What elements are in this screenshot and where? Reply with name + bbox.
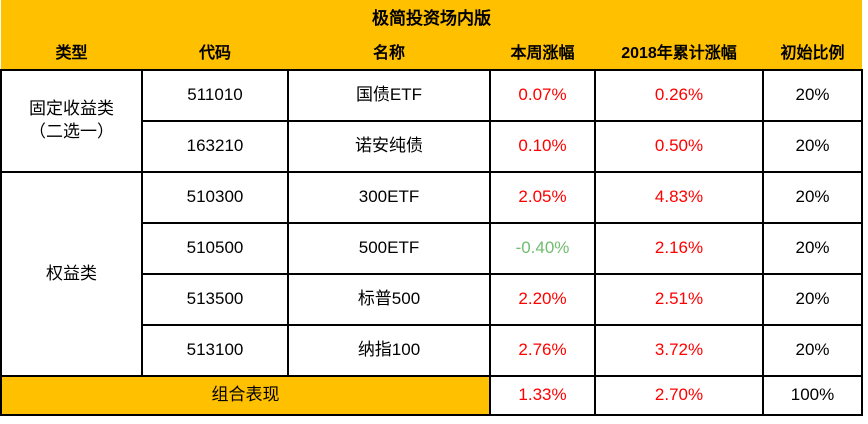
- portfolio-week-change-cell: 1.33%: [489, 375, 596, 416]
- code-cell: 513500: [141, 273, 289, 326]
- table-row: 513100 纳指100 2.76% 3.72% 20%: [1, 324, 864, 377]
- portfolio-ratio-cell: 100%: [761, 375, 864, 416]
- ratio-cell: 20%: [761, 171, 864, 224]
- column-header-name: 名称: [288, 38, 490, 70]
- table-title: 极简投资场内版: [1, 0, 863, 38]
- group-cell-equity: 权益类: [0, 171, 143, 377]
- name-cell: 标普500: [287, 273, 491, 326]
- column-header-week-change: 本周涨幅: [490, 38, 595, 70]
- week-change-cell: -0.40%: [489, 222, 596, 275]
- name-cell: 300ETF: [287, 171, 491, 224]
- group-cell-fixed-income: 固定收益类 （二选一）: [0, 69, 143, 173]
- week-change-cell: 0.07%: [489, 69, 596, 122]
- name-cell: 纳指100: [287, 324, 491, 377]
- ratio-cell: 20%: [761, 120, 864, 173]
- portfolio-summary-row: 组合表现 1.33% 2.70% 100%: [0, 375, 864, 416]
- ratio-cell: 20%: [761, 69, 864, 122]
- ytd-change-cell: 0.26%: [594, 69, 764, 122]
- code-cell: 163210: [141, 120, 289, 173]
- name-cell: 诺安纯债: [287, 120, 491, 173]
- table-row: 163210 诺安纯债 0.10% 0.50% 20%: [1, 120, 864, 173]
- table-row: 513500 标普500 2.20% 2.51% 20%: [1, 273, 864, 326]
- code-cell: 510300: [141, 171, 289, 224]
- column-header-type: 类型: [1, 38, 142, 70]
- week-change-cell: 2.05%: [489, 171, 596, 224]
- column-header-row: 类型 代码 名称 本周涨幅 2018年累计涨幅 初始比例: [1, 38, 863, 70]
- table-row: 固定收益类 （二选一） 511010 国债ETF 0.07% 0.26% 20%: [0, 69, 864, 173]
- code-cell: 510500: [141, 222, 289, 275]
- ratio-cell: 20%: [761, 222, 864, 275]
- title-row: 极简投资场内版: [1, 0, 863, 38]
- name-cell: 国债ETF: [287, 69, 491, 122]
- name-cell: 500ETF: [287, 222, 491, 275]
- ytd-change-cell: 0.50%: [594, 120, 764, 173]
- table-row: 权益类 510300 300ETF 2.05% 4.83% 20%: [0, 171, 864, 377]
- code-cell: 513100: [141, 324, 289, 377]
- ytd-change-cell: 2.51%: [594, 273, 764, 326]
- investment-table: 极简投资场内版 类型 代码 名称 本周涨幅 2018年累计涨幅 初始比例 固定收…: [0, 0, 864, 416]
- code-cell: 511010: [141, 69, 289, 122]
- ytd-change-cell: 2.16%: [594, 222, 764, 275]
- ytd-change-cell: 4.83%: [594, 171, 764, 224]
- table-row: 510500 500ETF -0.40% 2.16% 20%: [1, 222, 864, 275]
- ratio-cell: 20%: [761, 324, 864, 377]
- portfolio-ytd-change-cell: 2.70%: [594, 375, 764, 416]
- column-header-code: 代码: [142, 38, 288, 70]
- week-change-cell: 0.10%: [489, 120, 596, 173]
- ratio-cell: 20%: [761, 273, 864, 326]
- column-header-ytd-change: 2018年累计涨幅: [595, 38, 763, 70]
- ytd-change-cell: 3.72%: [594, 324, 764, 377]
- portfolio-label-cell: 组合表现: [0, 375, 491, 416]
- week-change-cell: 2.76%: [489, 324, 596, 377]
- column-header-initial-ratio: 初始比例: [763, 38, 863, 70]
- week-change-cell: 2.20%: [489, 273, 596, 326]
